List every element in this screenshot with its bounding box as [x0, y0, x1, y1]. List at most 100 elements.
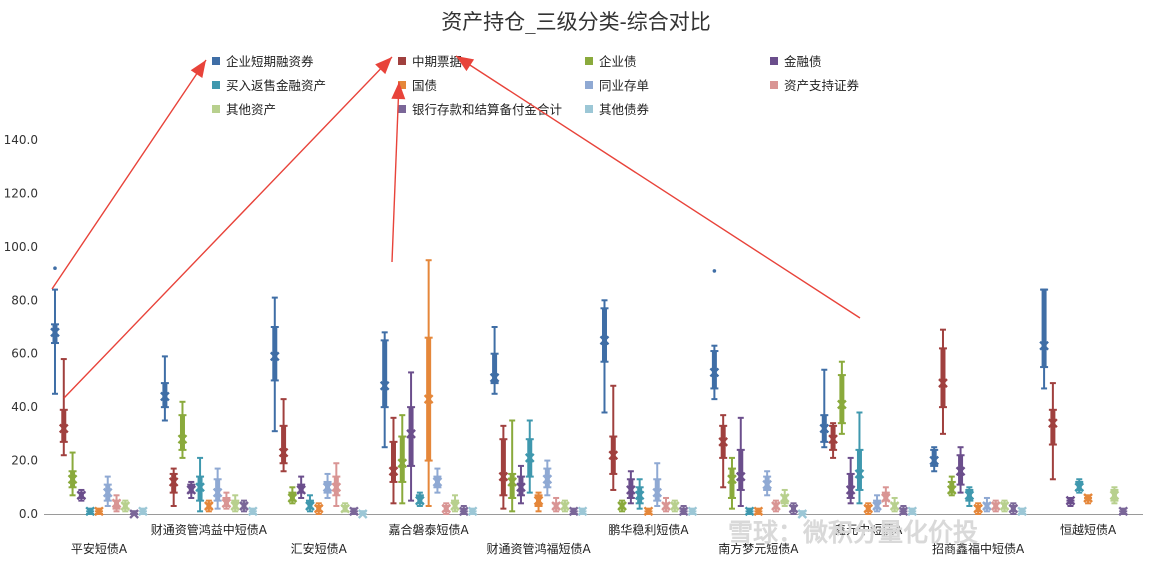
box-3-4 [516, 464, 526, 505]
arrow-shaft [51, 59, 207, 290]
legend-swatch [212, 57, 220, 65]
median-marker [221, 498, 232, 509]
median-marker [999, 501, 1010, 511]
box-body [856, 449, 862, 490]
median-marker [507, 477, 518, 487]
box-5-1 [204, 499, 214, 513]
box-8-8 [999, 499, 1010, 513]
y-tick-label: 20.0 [11, 454, 38, 468]
median-marker [524, 453, 535, 463]
legend-item: 企业债 [585, 54, 637, 69]
box-body [215, 479, 221, 501]
box-6-0 [102, 475, 113, 507]
box-0-5 [599, 299, 610, 414]
median-marker [828, 434, 838, 445]
box-body [272, 327, 278, 381]
box-5-9 [1083, 493, 1093, 505]
category-label: 鹏华稳利短债A [608, 522, 689, 537]
box-3-7 [845, 456, 856, 505]
category-label: 南方梦元短债A [718, 541, 799, 556]
median-marker [247, 506, 258, 517]
box-body [949, 481, 955, 493]
box-1-8 [938, 328, 948, 435]
legend-swatch [770, 57, 778, 65]
box-10-4 [577, 506, 588, 517]
y-tick-label: 0.0 [19, 507, 38, 521]
box-6-2 [322, 472, 333, 499]
median-marker [617, 501, 627, 511]
box-3-9 [1065, 495, 1076, 507]
box-8-7 [889, 496, 900, 513]
median-marker [1008, 503, 1019, 514]
legend-label: 企业债 [599, 54, 637, 69]
y-tick-label: 80.0 [11, 293, 38, 307]
legend-label: 金融债 [784, 54, 822, 69]
median-marker [946, 485, 957, 495]
box-3-6 [735, 416, 746, 507]
box-7-1 [221, 491, 232, 510]
median-marker [608, 450, 619, 461]
box-0-1 [160, 355, 170, 422]
arrow-head [375, 57, 392, 75]
box-9-0 [129, 509, 139, 519]
median-marker [1017, 506, 1027, 517]
box-4-7 [854, 411, 865, 505]
arrow-head [190, 60, 206, 79]
median-marker [744, 506, 755, 517]
legend-label: 其他资产 [226, 102, 276, 117]
y-tick-label: 120.0 [4, 186, 38, 200]
box-3-1 [186, 480, 197, 499]
legend-item: 金融债 [770, 54, 822, 69]
box-5-0 [94, 506, 104, 517]
box-2-8 [946, 475, 957, 497]
box-2-3 [397, 414, 408, 505]
median-marker [771, 501, 781, 511]
box-body [61, 409, 67, 442]
box-body [654, 479, 660, 501]
box-5-8 [973, 502, 983, 515]
median-marker [432, 477, 443, 487]
box-0-2 [269, 296, 280, 433]
box-1-5 [608, 384, 619, 491]
box-6-8 [982, 496, 992, 513]
median-marker [599, 335, 610, 346]
box-0-3 [379, 331, 390, 449]
box-body [839, 375, 845, 424]
median-marker [577, 506, 588, 517]
box-1-4 [498, 424, 509, 510]
box-body [492, 353, 498, 384]
box-10-6 [797, 509, 808, 519]
box-body [738, 449, 744, 490]
median-marker [661, 501, 671, 511]
category-label: 汇安短债A [291, 541, 348, 556]
box-7-6 [771, 499, 781, 513]
y-axis: 0.0 20.0 40.0 60.0 80.0 100.0 120.0 140.0 [4, 133, 1143, 521]
box-body [179, 415, 185, 450]
median-marker [1039, 340, 1049, 351]
box-6-6 [762, 470, 772, 497]
legend-swatch [398, 105, 406, 113]
box-2-5 [617, 499, 627, 513]
box-body [729, 468, 735, 498]
box-2-4 [507, 419, 518, 513]
category-label: 招商鑫福中短债A [932, 541, 1025, 556]
box-2-7 [837, 360, 847, 435]
plot-area [50, 259, 1129, 519]
median-marker [819, 423, 830, 434]
category-label: 鑫元中短债A [834, 522, 903, 537]
median-marker [854, 469, 865, 479]
box-4-1 [195, 456, 205, 513]
legend-label: 资产支持证券 [784, 78, 860, 93]
median-marker [388, 466, 399, 477]
box-2-6 [727, 456, 737, 510]
median-marker [239, 501, 249, 511]
median-marker [50, 327, 60, 338]
box-4-9 [1074, 478, 1085, 494]
box-1-1 [168, 467, 179, 507]
arrow-head [391, 82, 406, 100]
median-marker [678, 506, 689, 517]
median-marker [129, 509, 139, 519]
box-6-1 [212, 467, 223, 510]
median-marker [195, 482, 205, 493]
category-label: 恒越短债A [1060, 523, 1117, 537]
